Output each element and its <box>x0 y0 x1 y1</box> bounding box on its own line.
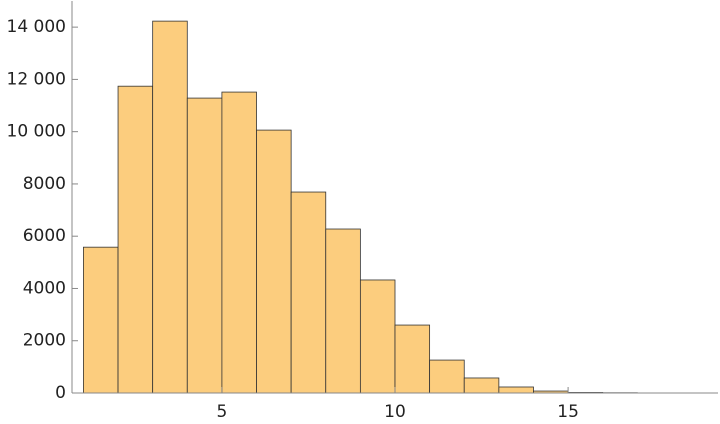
y-tick-label: 10 000 <box>7 122 66 142</box>
y-tick-label: 14 000 <box>7 17 66 37</box>
y-tick-label: 0 <box>55 383 66 403</box>
y-tick-label: 2000 <box>23 331 66 351</box>
bar <box>186 97 223 394</box>
bar <box>83 246 119 394</box>
bar <box>256 129 292 394</box>
bar <box>221 91 257 394</box>
bar <box>290 191 327 394</box>
x-tick-label: 5 <box>216 402 227 422</box>
bar <box>152 20 188 394</box>
y-tick-label: 8000 <box>23 174 66 194</box>
bar <box>325 228 361 394</box>
x-tick-label: 15 <box>557 402 579 422</box>
y-tick-label: 4000 <box>23 278 66 298</box>
bar <box>359 279 396 394</box>
bar <box>394 324 431 394</box>
bar <box>117 85 154 394</box>
bar <box>498 386 534 394</box>
y-tick-label: 12 000 <box>7 69 66 89</box>
x-tick-label: 10 <box>384 402 406 422</box>
bar <box>463 377 500 394</box>
bar <box>429 359 465 394</box>
y-tick-label: 6000 <box>23 226 66 246</box>
